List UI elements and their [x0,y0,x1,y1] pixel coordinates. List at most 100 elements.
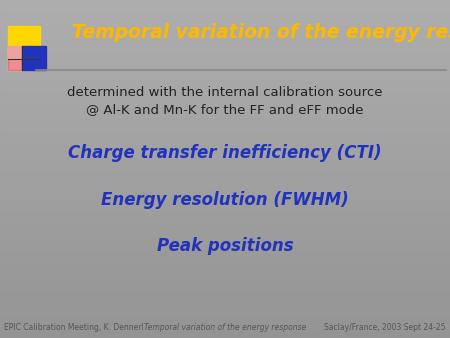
Bar [0,243,450,244]
Bar [0,193,450,194]
Bar [0,160,450,161]
Bar [0,269,450,270]
Bar [0,249,450,250]
Bar [0,206,450,207]
Bar [0,23,450,24]
Bar [8,46,32,70]
Bar [0,298,450,299]
Bar [0,25,450,26]
Bar [0,123,450,124]
Bar [0,270,450,271]
Bar [0,4,450,5]
Bar [0,146,450,147]
Bar [0,219,450,220]
Bar [0,262,450,263]
Bar [0,90,450,91]
Bar [0,81,450,82]
Bar [0,19,450,20]
Bar [0,75,450,76]
Bar [0,211,450,212]
Text: Temporal variation of the energy response: Temporal variation of the energy respons… [72,23,450,42]
Bar [0,335,450,336]
Bar [0,40,450,41]
Bar [0,312,450,313]
Bar [0,167,450,168]
Bar [0,289,450,290]
Bar [0,324,450,325]
Bar [0,102,450,103]
Bar [0,72,450,73]
Bar [0,107,450,108]
Bar [0,120,450,121]
Bar [0,310,450,311]
Bar [0,280,450,281]
Bar [0,11,450,12]
Bar [0,187,450,188]
Bar [0,202,450,203]
Bar [0,74,450,75]
Bar [0,44,450,45]
Bar [0,317,450,318]
Text: Peak positions: Peak positions [157,237,293,255]
Bar [0,287,450,288]
Bar [0,251,450,252]
Bar [0,238,450,239]
Bar [0,200,450,201]
Bar [0,197,450,198]
Bar [0,230,450,231]
Bar [0,51,450,52]
Bar [0,52,450,53]
Bar [0,83,450,84]
Bar [0,139,450,140]
Bar [0,154,450,155]
Bar [0,260,450,261]
Bar [0,207,450,208]
Bar [0,132,450,133]
Bar [0,145,450,146]
Bar [0,331,450,332]
Bar [0,231,450,232]
Bar [0,240,450,241]
Bar [0,203,450,204]
Bar [0,80,450,81]
Bar [0,295,450,296]
Bar [0,1,450,2]
Bar [0,274,450,275]
Bar [0,100,450,101]
Bar [0,292,450,293]
Bar [0,31,450,32]
Bar [0,97,450,98]
Bar [0,58,450,59]
Bar [0,53,450,54]
Bar [0,111,450,112]
Bar [0,130,450,131]
Bar [0,191,450,192]
Bar [0,14,450,15]
Bar [0,84,450,85]
Bar [0,237,450,238]
Bar [0,256,450,257]
Bar [0,77,450,78]
Bar [0,210,450,211]
Bar [0,224,450,225]
Bar [0,176,450,177]
Bar [0,248,450,249]
Bar [0,153,450,154]
Bar [0,103,450,104]
Bar [0,214,450,215]
Bar [0,33,450,34]
Bar [0,319,450,320]
Bar [0,225,450,226]
Bar [0,147,450,148]
Bar [0,134,450,135]
Bar [0,247,450,248]
Bar [0,252,450,253]
Bar [0,293,450,294]
Bar [0,263,450,264]
Bar [0,192,450,193]
Bar [0,55,450,56]
Bar [0,216,450,217]
Bar [0,166,450,167]
Bar [0,190,450,191]
Bar [0,56,450,57]
